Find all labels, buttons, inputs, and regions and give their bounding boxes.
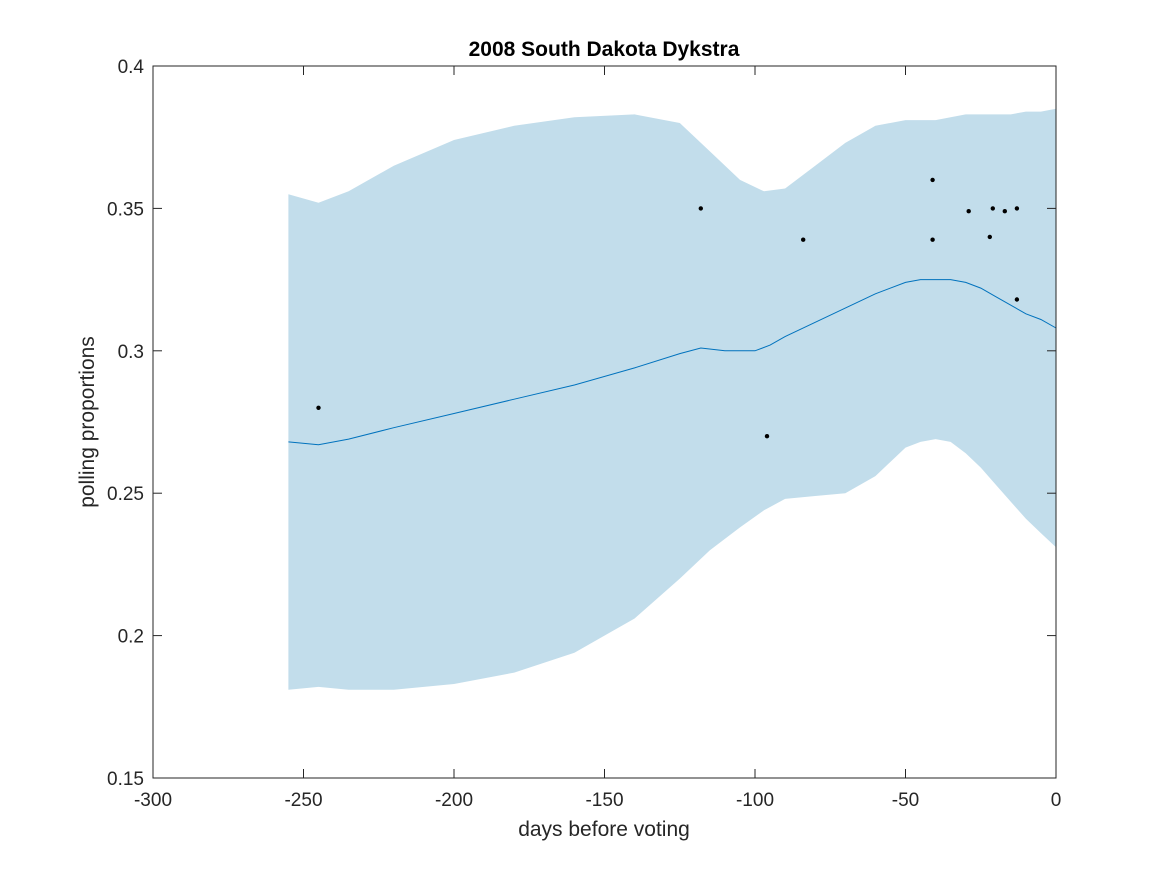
poll-point (987, 234, 992, 240)
poll-point (764, 434, 770, 439)
poll-point (990, 206, 995, 211)
y-tick-label: 0.25 (107, 484, 144, 505)
y-axis-label: polling proportions (76, 336, 99, 508)
y-tick-label: 0.2 (118, 627, 144, 648)
y-tick-label: 0.4 (118, 57, 145, 78)
poll-point (1014, 206, 1020, 211)
poll-point (1002, 209, 1007, 214)
x-tick-label: -200 (435, 790, 473, 811)
x-tick-label: 0 (1051, 790, 1062, 811)
poll-point (698, 206, 703, 211)
x-tick-label: -250 (284, 790, 322, 811)
trend-line (288, 279, 1057, 446)
x-axis-label: days before voting (518, 818, 690, 841)
poll-point (801, 237, 806, 242)
poll-point (1014, 297, 1020, 302)
x-tick-label: -150 (585, 790, 623, 811)
poll-point (966, 209, 971, 214)
poll-point (930, 237, 935, 242)
x-tick-label: -50 (892, 790, 919, 811)
x-tick-label: -300 (134, 790, 172, 811)
y-tick-label: 0.35 (107, 199, 144, 220)
axes: -300 -250 -200 -150 -100 -50 0 0.15 0.2 0.25 0.3 0.… (107, 57, 1061, 811)
poll-point (930, 177, 935, 183)
chart-title: 2008 South Dakota Dykstra (469, 38, 740, 61)
confidence-band (288, 108, 1056, 690)
y-tick-label: 0.3 (118, 342, 144, 363)
y-tick-label: 0.15 (107, 769, 144, 790)
x-tick-label: -100 (736, 790, 774, 811)
poll-point (316, 405, 321, 410)
plot-area (288, 108, 1057, 690)
